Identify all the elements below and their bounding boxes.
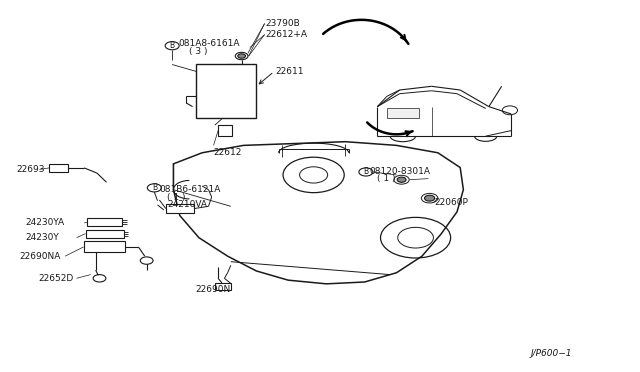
Text: ( 1 ): ( 1 ): [167, 193, 186, 202]
Text: 081B6-6121A: 081B6-6121A: [159, 185, 221, 194]
Text: 22652D: 22652D: [38, 274, 74, 283]
Text: 23790B: 23790B: [266, 19, 301, 28]
Text: 24230YA: 24230YA: [26, 218, 65, 227]
Circle shape: [397, 177, 406, 182]
Bar: [387, 109, 419, 118]
Text: 22690N: 22690N: [196, 285, 231, 294]
Bar: [49, 164, 68, 172]
Text: B: B: [364, 167, 369, 176]
Text: 22060P: 22060P: [435, 198, 468, 207]
Bar: [84, 241, 125, 253]
Circle shape: [238, 54, 246, 58]
Bar: [196, 64, 256, 118]
Text: B: B: [170, 41, 175, 50]
Text: 24230Y: 24230Y: [26, 233, 60, 242]
Text: ( 1 ): ( 1 ): [378, 174, 396, 183]
Text: 22693: 22693: [16, 165, 45, 174]
Bar: [86, 230, 124, 238]
Text: B: B: [152, 183, 157, 192]
Text: J/P600−1: J/P600−1: [531, 350, 572, 359]
Bar: [215, 283, 232, 290]
Text: 22690NA: 22690NA: [19, 251, 61, 261]
Bar: [166, 205, 195, 212]
Text: ( 3 ): ( 3 ): [189, 47, 208, 56]
Text: 22612: 22612: [214, 148, 242, 157]
Text: 22612+A: 22612+A: [266, 30, 308, 39]
Text: 24210VA: 24210VA: [167, 200, 207, 209]
Text: 22611: 22611: [275, 67, 304, 76]
Text: 08120-8301A: 08120-8301A: [369, 167, 430, 176]
Bar: [218, 125, 232, 136]
Bar: [88, 218, 122, 226]
Text: 081A8-6161A: 081A8-6161A: [179, 39, 240, 48]
Circle shape: [424, 195, 435, 201]
